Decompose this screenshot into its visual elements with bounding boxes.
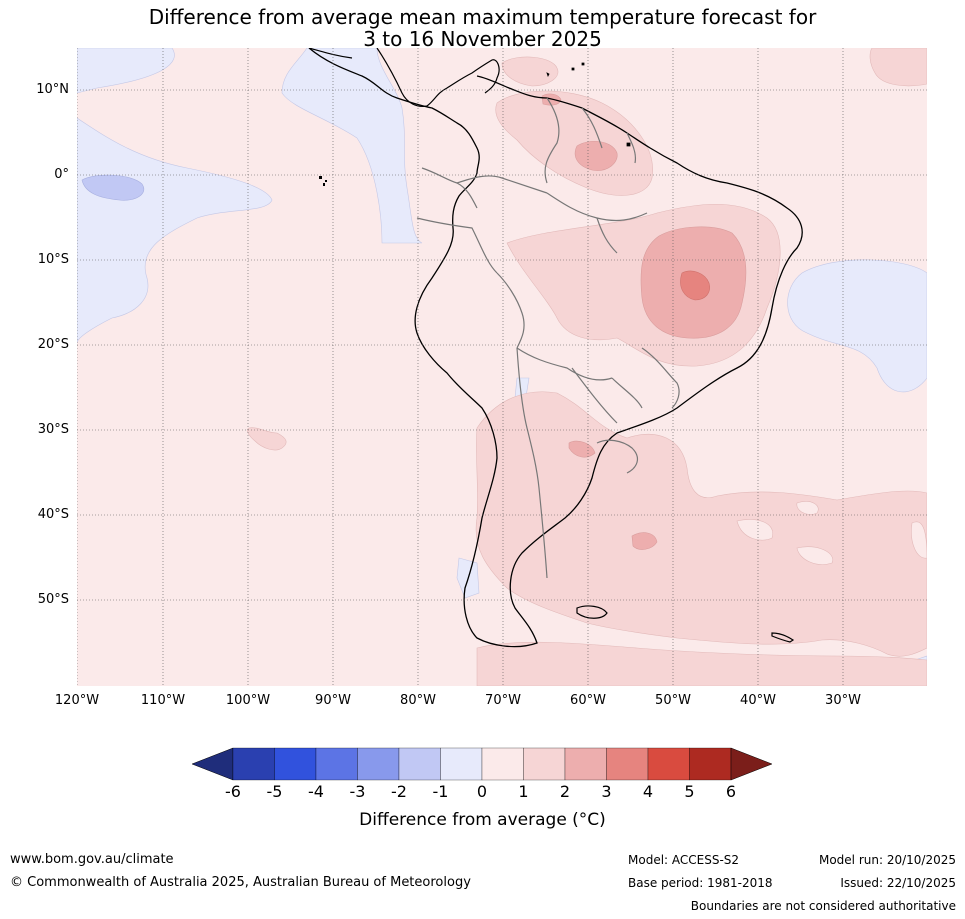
colorbar-tick-label: 1 (518, 782, 529, 801)
colorbar-extend-low (192, 747, 234, 781)
lat-gridlines (77, 89, 927, 601)
colorbar-label: Difference from average (°C) (359, 810, 606, 830)
central-america-coastline (308, 48, 500, 108)
lat-label-0: 0° (54, 167, 69, 182)
footer-disclaimer: Boundaries are not considered authoritat… (690, 899, 956, 913)
galapagos-islands (319, 176, 327, 186)
warm-anomaly-core (680, 270, 710, 301)
colorbar-tick-label: -4 (308, 782, 324, 801)
colorbar-tick-label: 3 (601, 782, 612, 801)
colorbar-bin (232, 747, 275, 781)
lon-label-120w: 120°W (54, 693, 100, 708)
footer-base-period: Base period: 1981-2018 (628, 876, 773, 890)
colorbar-tick-label: -1 (432, 782, 449, 801)
colorbar-tick-label: -6 (225, 782, 241, 801)
map-title-line-1: Difference from average mean maximum tem… (148, 5, 817, 29)
colorbar-tick-label: 5 (684, 782, 695, 801)
colorbar-bin (689, 747, 732, 781)
colorbar-bin (398, 747, 441, 781)
colorbar-tick-label: -5 (266, 782, 283, 801)
lat-label-10n: 10°N (36, 82, 69, 97)
lat-label-40s: 40°S (37, 507, 69, 522)
lon-label-60w: 60°W (570, 693, 606, 708)
lon-label-80w: 80°W (400, 693, 436, 708)
footer-issued: Issued: 22/10/2025 (840, 876, 956, 890)
colorbar-tick-label: 6 (725, 782, 737, 801)
south-georgia (771, 632, 795, 643)
colorbar-tick-label: -3 (349, 782, 366, 801)
colorbar-bin (274, 747, 317, 781)
footer-url[interactable]: www.bom.gov.au/climate (10, 852, 174, 867)
colorbar-bin (481, 747, 524, 781)
lon-label-50w: 50°W (655, 693, 691, 708)
lat-label-30s: 30°S (37, 422, 69, 437)
lon-label-30w: 30°W (825, 693, 861, 708)
colorbar-tick-label: 2 (559, 782, 571, 801)
map-title-line-2: 3 to 16 November 2025 (363, 27, 602, 51)
colorbar-bin (440, 747, 483, 781)
colorbar-bin (357, 747, 400, 781)
temperature-anomaly-map (77, 48, 927, 686)
colorbar-bin (315, 747, 358, 781)
lon-label-40w: 40°W (740, 693, 776, 708)
colorbar-extend-high (730, 747, 773, 781)
colorbar-tick-label: 4 (642, 782, 654, 801)
caribbean-islands (546, 62, 631, 147)
footer-model-run: Model run: 20/10/2025 (818, 853, 956, 867)
footer-model: Model: ACCESS-S2 (628, 853, 740, 867)
cool-anomaly-core (81, 174, 144, 201)
footer-copyright: © Commonwealth of Australia 2025, Austra… (10, 875, 471, 890)
lat-label-50s: 50°S (37, 592, 69, 607)
lon-gridlines (77, 48, 844, 686)
lat-label-20s: 20°S (37, 337, 69, 352)
lon-label-70w: 70°W (485, 693, 521, 708)
colorbar-bin (606, 747, 649, 781)
lon-label-100w: 100°W (225, 693, 271, 708)
south-america-coastline (308, 48, 803, 648)
falkland-islands (576, 605, 608, 619)
lon-label-90w: 90°W (315, 693, 351, 708)
colorbar-tick-label: 0 (476, 782, 488, 801)
colorbar-bin (523, 747, 566, 781)
lat-label-10s: 10°S (37, 252, 69, 267)
country-boundaries (416, 97, 680, 579)
colorbar (192, 747, 773, 781)
colorbar-bin (564, 747, 607, 781)
near-normal-patches (736, 501, 927, 565)
lon-label-110w: 110°W (140, 693, 186, 708)
colorbar-bin (647, 747, 690, 781)
colorbar-tick-label: -2 (391, 782, 407, 801)
